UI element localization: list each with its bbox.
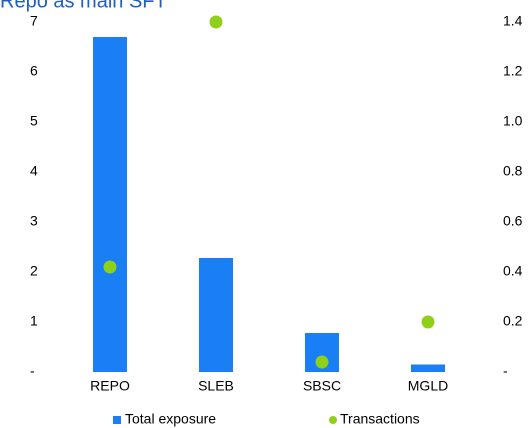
y2-tick-label: 1.4	[503, 13, 523, 29]
bar	[93, 37, 127, 372]
legend-marker	[113, 416, 121, 424]
y-tick-label: 3	[30, 213, 38, 229]
y2-tick-label: 0.2	[503, 313, 523, 329]
y2-tick-label: 1.0	[503, 113, 523, 129]
bar	[411, 364, 445, 372]
x-tick-label: SLEB	[198, 378, 234, 394]
y-tick-label: 6	[30, 63, 38, 79]
bar	[199, 258, 233, 372]
point	[103, 260, 117, 274]
point	[421, 315, 435, 329]
point	[315, 355, 329, 369]
y-tick-label: 1	[30, 313, 38, 329]
legend-label: Total exposure	[125, 411, 216, 427]
y-tick-label: 2	[30, 263, 38, 279]
y2-tick-label: 0.8	[503, 163, 523, 179]
x-tick-label: SBSC	[303, 378, 341, 394]
chart-title: Repo as main SFT	[0, 0, 167, 12]
y2-tick-label: 0.4	[503, 263, 523, 279]
y2-tick-label: 0.6	[503, 213, 523, 229]
y2-tick-label: -	[503, 363, 508, 379]
y-tick-label: -	[30, 363, 35, 379]
point	[209, 15, 223, 29]
x-tick-label: REPO	[90, 378, 130, 394]
legend-label: Transactions	[340, 411, 420, 427]
x-tick-label: MGLD	[408, 378, 448, 394]
legend-marker	[329, 416, 337, 424]
y-tick-label: 7	[30, 13, 38, 29]
y-tick-label: 5	[30, 113, 38, 129]
y2-tick-label: 1.2	[503, 63, 523, 79]
y-tick-label: 4	[30, 163, 38, 179]
